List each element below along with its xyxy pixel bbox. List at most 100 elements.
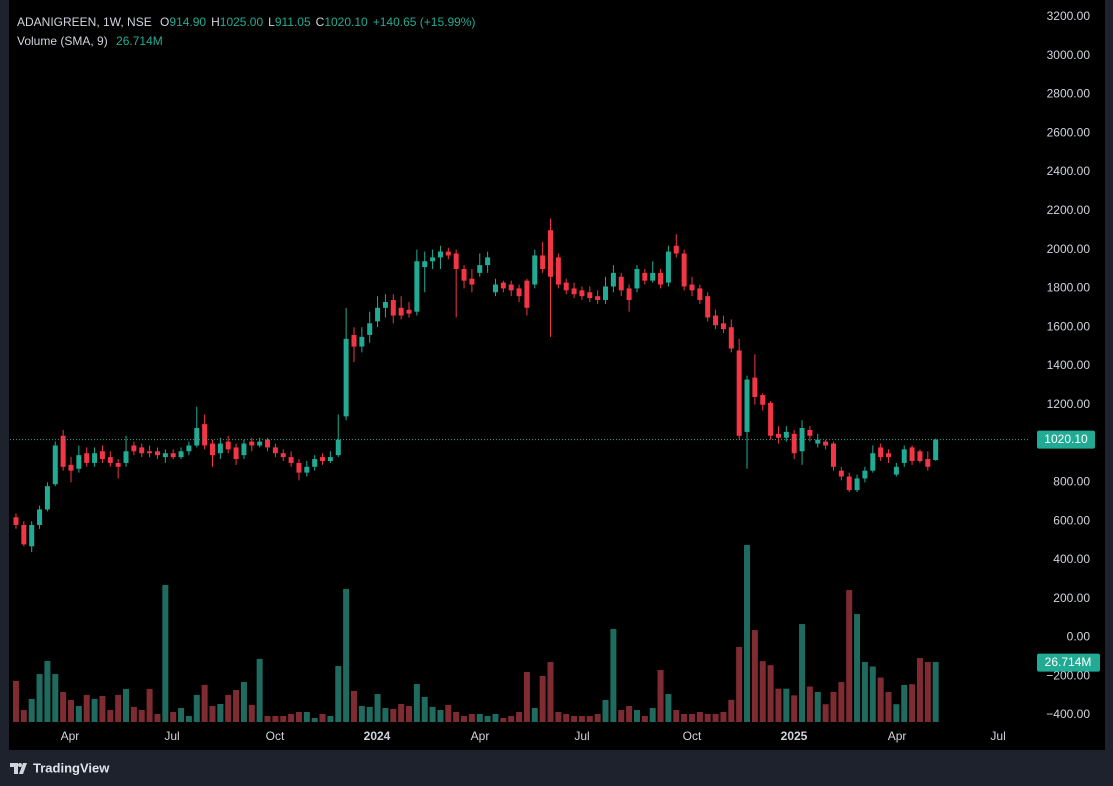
candle-body <box>209 443 215 456</box>
candle-body <box>524 280 530 308</box>
candle-body <box>194 428 200 446</box>
candle-body <box>225 441 231 450</box>
volume-bar <box>665 694 672 722</box>
candle-body <box>917 451 923 461</box>
candle-body <box>343 338 349 417</box>
volume-bar <box>751 630 758 722</box>
volume-bar <box>492 714 499 722</box>
volume-bar <box>633 710 640 722</box>
volume-bar <box>822 704 829 722</box>
candle-body <box>485 257 491 266</box>
candle-body <box>320 457 326 461</box>
volume-bar <box>586 716 593 722</box>
volume-bar <box>484 716 491 722</box>
volume-bar <box>288 714 295 722</box>
x-tick-label: Oct <box>266 729 285 743</box>
candle-body <box>280 453 286 458</box>
volume-bar <box>170 712 177 722</box>
candle-body <box>44 486 50 510</box>
candle-body <box>327 457 333 461</box>
volume-bar <box>508 716 515 722</box>
volume-bar <box>295 712 302 722</box>
volume-bar <box>67 700 74 722</box>
candle-body <box>689 284 695 291</box>
volume-bar <box>437 710 444 722</box>
candle-body <box>422 261 428 268</box>
volume-bar <box>578 716 585 722</box>
candle-body <box>642 272 648 281</box>
volume-bar <box>744 545 751 722</box>
candle-body <box>186 445 192 452</box>
volume-bar <box>555 712 562 722</box>
volume-bar <box>225 694 232 722</box>
volume-bar <box>256 658 263 722</box>
candle-body <box>272 447 278 454</box>
candle-body <box>720 323 726 330</box>
volume-bar <box>374 694 381 722</box>
candle-body <box>650 272 656 281</box>
candle-body <box>508 284 514 291</box>
volume-bar <box>185 716 192 722</box>
volume-bar <box>319 714 326 722</box>
candle-body <box>626 288 632 301</box>
volume-bar <box>36 674 43 722</box>
volume-bar <box>720 712 727 722</box>
change: +140.65 (+15.99%) <box>373 15 476 29</box>
volume-bar <box>366 706 373 722</box>
volume-bar <box>932 662 939 722</box>
volume-bar <box>303 712 310 722</box>
volume-bar <box>500 718 507 722</box>
volume-bar <box>516 712 523 722</box>
symbol: ADANIGREEN, 1W, NSE <box>17 15 152 29</box>
volume-bar <box>12 680 19 722</box>
y-tick-label: 0.00 <box>1067 630 1091 644</box>
volume-bar <box>28 698 35 722</box>
x-tick-label: Apr <box>471 729 490 743</box>
candle-body <box>92 453 98 463</box>
candle-body <box>312 459 318 467</box>
candle-body <box>775 433 781 438</box>
y-tick-label: 2000.00 <box>1047 242 1091 256</box>
candle-body <box>76 455 82 469</box>
volume-bar <box>830 692 837 722</box>
candle-body <box>870 453 876 471</box>
volume-bar <box>838 682 845 722</box>
candle-body <box>304 466 310 473</box>
candle-body <box>516 288 522 297</box>
volume-bar <box>594 714 601 722</box>
volume-bar <box>146 688 153 722</box>
y-tick-label: 2800.00 <box>1047 87 1091 101</box>
volume-bar <box>626 706 633 722</box>
volume-bar <box>60 692 67 722</box>
candle-body <box>162 453 168 458</box>
volume-bar <box>99 696 106 722</box>
candle-body <box>99 451 105 460</box>
candle-body <box>579 290 585 297</box>
candle-body <box>492 284 498 293</box>
volume-bar <box>429 706 436 722</box>
x-tick-label: Oct <box>683 729 702 743</box>
candle-body <box>437 251 443 258</box>
candle-body <box>634 269 640 289</box>
volume-bar <box>869 666 876 722</box>
ohlc-value: 1025.00 <box>220 15 264 29</box>
logo-dot <box>18 763 22 767</box>
volume-bar <box>350 690 357 722</box>
x-tick-label: Jul <box>574 729 589 743</box>
ohlc-key: L <box>268 15 275 29</box>
candle-body <box>351 334 357 347</box>
candle-body <box>854 478 860 491</box>
volume-bar <box>75 706 82 722</box>
candle-body <box>202 424 208 446</box>
candle-body <box>52 445 58 485</box>
candle-body <box>178 451 184 458</box>
candle-body <box>123 451 129 463</box>
y-tick-label: 3200.00 <box>1047 9 1091 23</box>
volume-bar <box>704 714 711 722</box>
candle-body <box>13 517 19 525</box>
ohlc-key: C <box>316 15 325 29</box>
candle-body <box>265 439 271 448</box>
volume-bar <box>602 700 609 722</box>
candle-body <box>815 439 821 444</box>
volume-bar <box>343 588 350 722</box>
